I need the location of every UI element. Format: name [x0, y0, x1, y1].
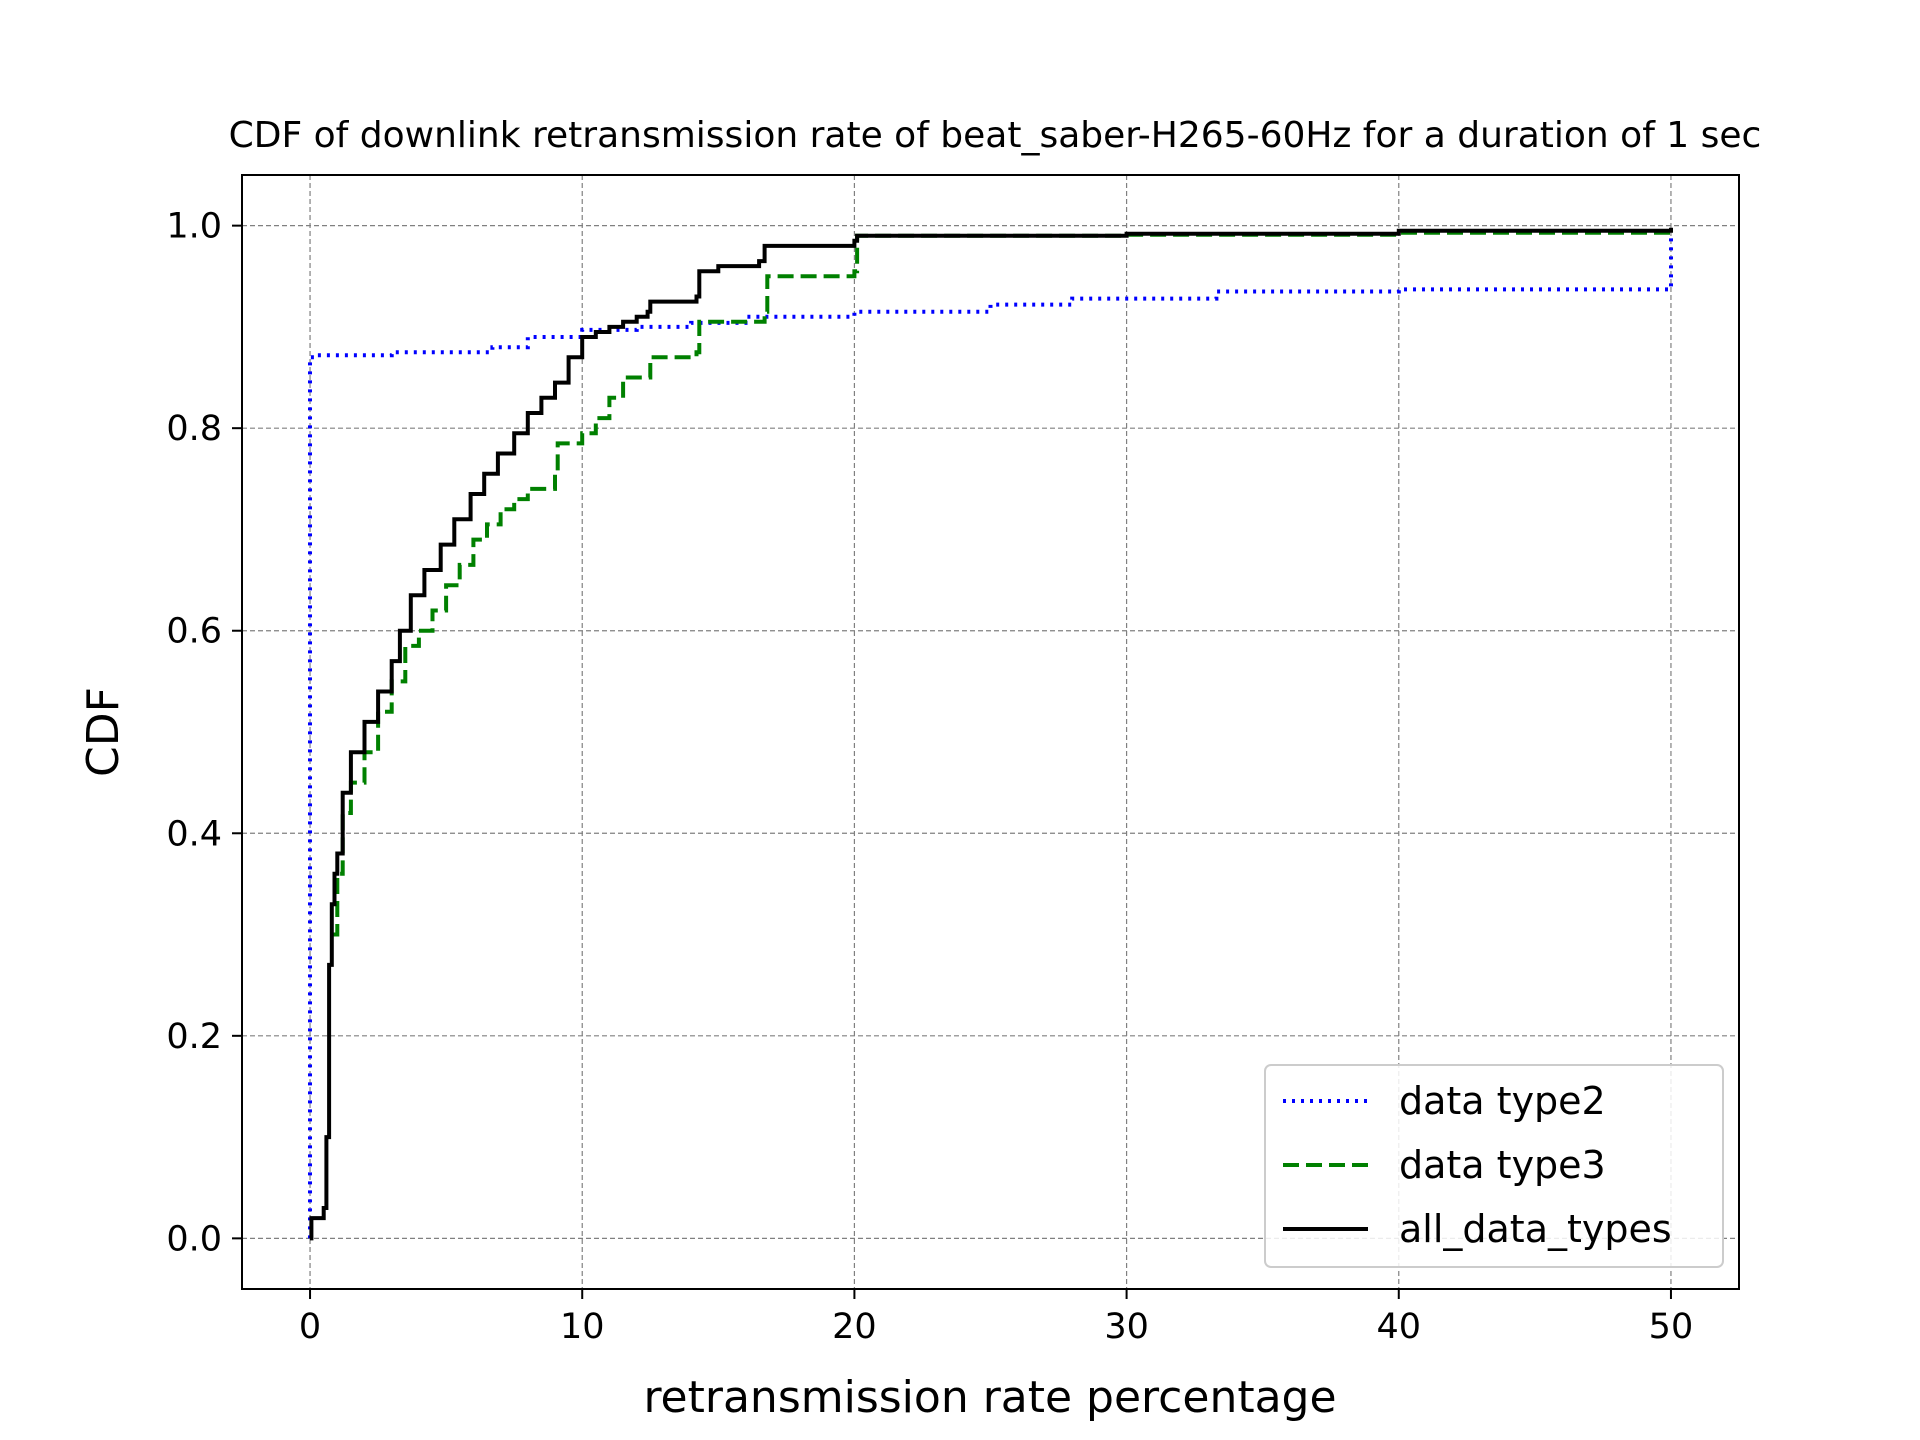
y-tick-label: 0.4 — [166, 814, 222, 854]
y-tick-label: 1.0 — [166, 207, 222, 247]
x-tick-label: 20 — [832, 1307, 877, 1347]
legend-box — [1264, 1064, 1724, 1268]
y-tick-label: 0.0 — [166, 1219, 222, 1259]
series-layer — [308, 225, 1673, 1241]
y-axis-ticks: 0.0 0.2 0.4 0.6 0.8 1.0 — [166, 207, 242, 1259]
y-tick-label: 0.2 — [166, 1017, 222, 1057]
series-line-2 — [309, 227, 1673, 1241]
series-line-0 — [308, 225, 1673, 1239]
legend-label-0: data type2 — [1399, 1079, 1606, 1123]
x-tick-label: 30 — [1104, 1307, 1149, 1347]
plot-area-frame — [241, 174, 1740, 1290]
y-tick-label: 0.8 — [166, 409, 222, 449]
chart-title: CDF of downlink retransmission rate of b… — [229, 115, 1762, 156]
legend: data type2 data type3 all_data_types — [1264, 1064, 1724, 1268]
x-tick-label: 40 — [1376, 1307, 1421, 1347]
grid — [242, 175, 1739, 1289]
legend-label-2: all_data_types — [1399, 1207, 1672, 1251]
x-axis-ticks: 0 10 20 30 40 50 — [299, 1289, 1693, 1347]
x-tick-label: 50 — [1649, 1307, 1694, 1347]
x-tick-label: 10 — [560, 1307, 605, 1347]
x-axis-label: retransmission rate percentage — [643, 1372, 1336, 1423]
legend-label-1: data type3 — [1399, 1143, 1606, 1187]
series-line-1 — [331, 230, 1673, 937]
x-tick-label: 0 — [299, 1307, 321, 1347]
y-tick-label: 0.6 — [166, 612, 222, 652]
y-axis-label: CDF — [78, 687, 129, 777]
